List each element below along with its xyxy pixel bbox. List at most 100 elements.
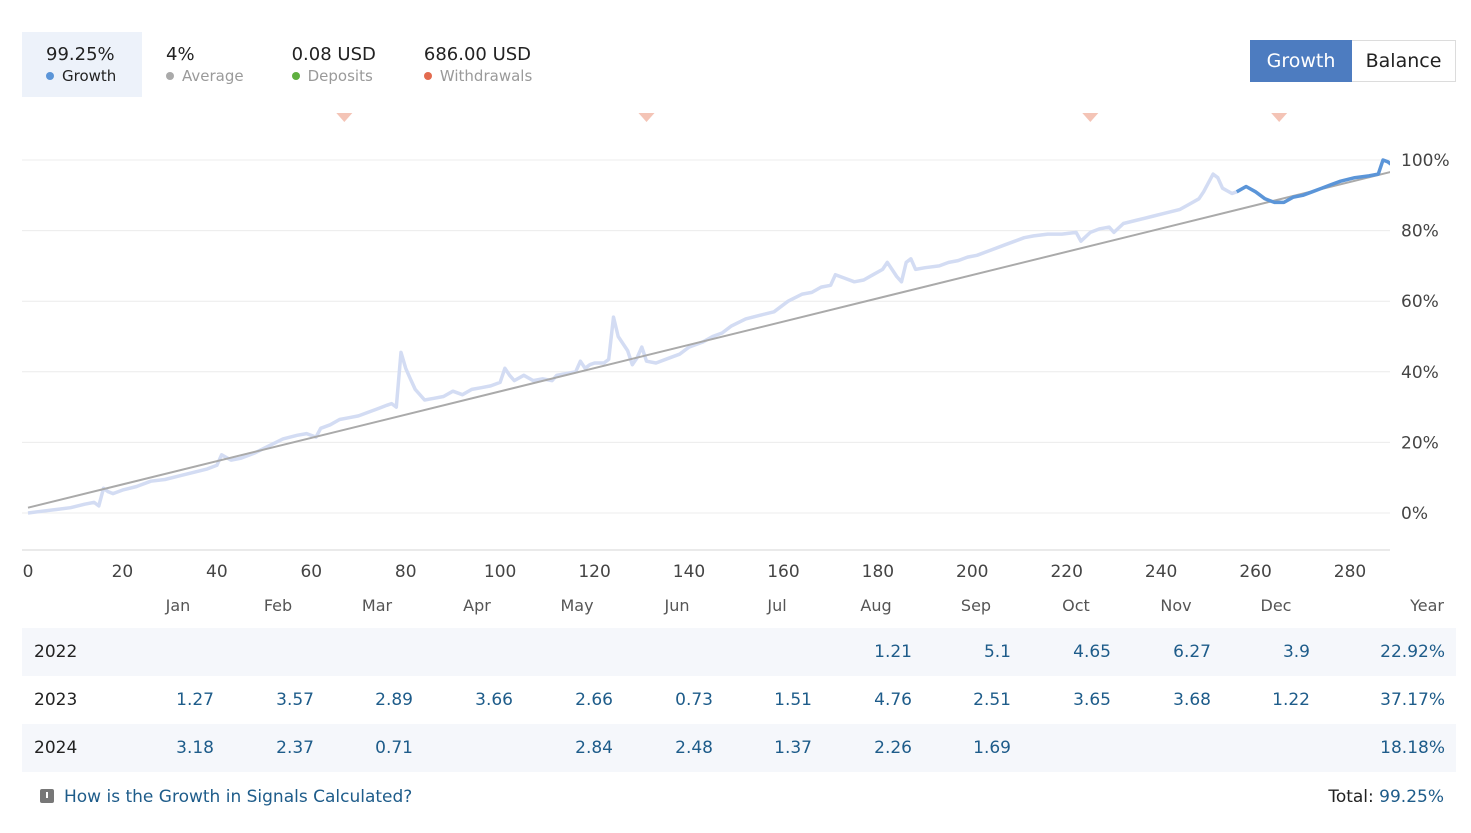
total-label: Total: — [1328, 787, 1374, 807]
month-header: Mar — [361, 596, 393, 615]
deposits-value: 0.08 USD — [291, 44, 376, 65]
x-tick-label: 80 — [395, 562, 417, 582]
chart-mode-toggle: Growth Balance — [1250, 40, 1456, 82]
average-trend-line — [27, 171, 1390, 509]
x-tick-label: 140 — [673, 562, 705, 582]
growth-label: Growth — [62, 67, 117, 85]
month-growth-cell: 3.9 — [1282, 642, 1310, 662]
deposits-dot-icon — [291, 72, 300, 80]
month-growth-cell: 1.51 — [774, 690, 812, 710]
x-tick-label: 100 — [484, 562, 516, 582]
withdrawal-marker-icon — [336, 113, 353, 122]
x-tick-label: 180 — [862, 562, 894, 582]
month-growth-cell: 5.1 — [983, 642, 1011, 662]
footer-help: How is the Growth in Signals Calculated? — [40, 786, 412, 808]
withdrawal-marker-icon — [1271, 113, 1288, 122]
month-growth-cell: 6.27 — [1173, 642, 1211, 662]
month-growth-cell: 2.84 — [575, 738, 613, 758]
x-tick-label: 240 — [1145, 562, 1177, 582]
month-growth-cell: 1.22 — [1272, 690, 1310, 710]
deposits-stat[interactable]: 0.08 USD Deposits — [291, 32, 376, 97]
y-tick-label: 100% — [1401, 151, 1450, 171]
month-header: Jun — [664, 596, 690, 615]
month-header: Dec — [1260, 596, 1292, 615]
month-header: Nov — [1160, 596, 1192, 615]
month-growth-cell: 2.37 — [276, 738, 314, 758]
month-growth-cell: 4.76 — [874, 690, 912, 710]
growth-chart: 0% 20% 40% 60% 80% 100% 0 20 40 60 80 100 120 140 160 1… — [22, 113, 1450, 582]
x-tick-label: 200 — [956, 562, 988, 582]
row-year: 2024 — [34, 738, 78, 758]
y-tick-label: 80% — [1401, 222, 1439, 242]
month-growth-cell: 3.57 — [276, 690, 314, 710]
x-tick-label: 120 — [578, 562, 610, 582]
y-tick-label: 0% — [1401, 504, 1428, 524]
month-growth-cell: 1.21 — [874, 642, 912, 662]
x-tick-label: 20 — [112, 562, 134, 582]
growth-calculation-link[interactable]: How is the Growth in Signals Calculated? — [64, 787, 413, 807]
month-header: Feb — [263, 596, 293, 615]
total-growth: Total: 99.25% — [1328, 786, 1444, 808]
withdrawal-marker-icon — [638, 113, 655, 122]
row-year: 2022 — [34, 642, 78, 662]
month-header: Aug — [860, 596, 892, 615]
withdrawal-marker-icon — [1082, 113, 1099, 122]
info-icon — [40, 789, 54, 803]
table-row: 2022 1.21 5.1 4.65 6.27 3.9 22.92% — [22, 628, 1456, 676]
month-growth-cell: 2.48 — [675, 738, 713, 758]
average-value: 4% — [166, 44, 195, 65]
growth-history-line — [27, 172, 1238, 515]
month-growth-cell: 2.51 — [973, 690, 1011, 710]
month-growth-cell: 3.66 — [475, 690, 513, 710]
month-growth-cell: 2.66 — [575, 690, 613, 710]
stats-bar: 99.25% Growth 4% Average 0.08 USD Deposi… — [22, 32, 532, 97]
monthly-growth-table: 2022 1.21 5.1 4.65 6.27 3.9 22.92% 2023 1.27 3… — [22, 628, 1456, 772]
month-growth-cell: 1.69 — [973, 738, 1011, 758]
x-tick-label: 60 — [300, 562, 322, 582]
table-row: 2023 1.27 3.57 2.89 3.66 2.66 0.73 1.51 4.76 2.5… — [22, 676, 1456, 724]
average-stat[interactable]: 4% Average — [166, 32, 244, 97]
withdrawals-dot-icon — [423, 72, 432, 80]
x-tick-label: 280 — [1334, 562, 1366, 582]
year-total-cell: 22.92% — [1380, 642, 1445, 662]
x-tick-label: 0 — [23, 562, 34, 582]
year-header: Year — [1410, 596, 1444, 615]
growth-value: 99.25% — [46, 44, 115, 65]
year-total-cell: 18.18% — [1380, 738, 1445, 758]
y-tick-label: 60% — [1401, 292, 1439, 312]
x-tick-label: 220 — [1050, 562, 1082, 582]
month-header: Oct — [1062, 596, 1090, 615]
month-header: Jul — [767, 596, 787, 615]
growth-recent-line — [1235, 158, 1390, 205]
deposits-label: Deposits — [307, 67, 373, 85]
withdrawals-label: Withdrawals — [439, 67, 533, 85]
month-header: Apr — [463, 596, 491, 615]
y-tick-label: 40% — [1401, 363, 1439, 383]
balance-button[interactable]: Balance — [1352, 40, 1456, 82]
withdrawals-value: 686.00 USD — [423, 44, 532, 65]
x-tick-label: 40 — [206, 562, 228, 582]
month-growth-cell: 1.27 — [176, 690, 214, 710]
growth-dot-icon — [46, 72, 54, 80]
average-label: Average — [182, 67, 244, 85]
month-growth-cell: 3.65 — [1073, 690, 1111, 710]
month-growth-cell: 2.89 — [375, 690, 413, 710]
month-growth-cell: 2.26 — [874, 738, 912, 758]
year-total-cell: 37.17% — [1380, 690, 1445, 710]
x-tick-label: 160 — [767, 562, 799, 582]
growth-stat[interactable]: 99.25% Growth — [22, 32, 142, 97]
month-header: Jan — [165, 596, 191, 615]
month-growth-cell: 3.68 — [1173, 690, 1211, 710]
month-growth-cell: 4.65 — [1073, 642, 1111, 662]
growth-button[interactable]: Growth — [1250, 40, 1352, 82]
withdrawals-stat[interactable]: 686.00 USD Withdrawals — [423, 32, 533, 97]
month-header: May — [560, 596, 594, 615]
row-year: 2023 — [34, 690, 78, 710]
month-growth-cell: 0.73 — [675, 690, 713, 710]
x-tick-label: 260 — [1239, 562, 1271, 582]
total-value: 99.25% — [1379, 787, 1444, 807]
month-header: Sep — [960, 596, 992, 615]
average-dot-icon — [166, 72, 174, 80]
month-growth-cell: 0.71 — [375, 738, 413, 758]
y-tick-label: 20% — [1401, 433, 1439, 453]
